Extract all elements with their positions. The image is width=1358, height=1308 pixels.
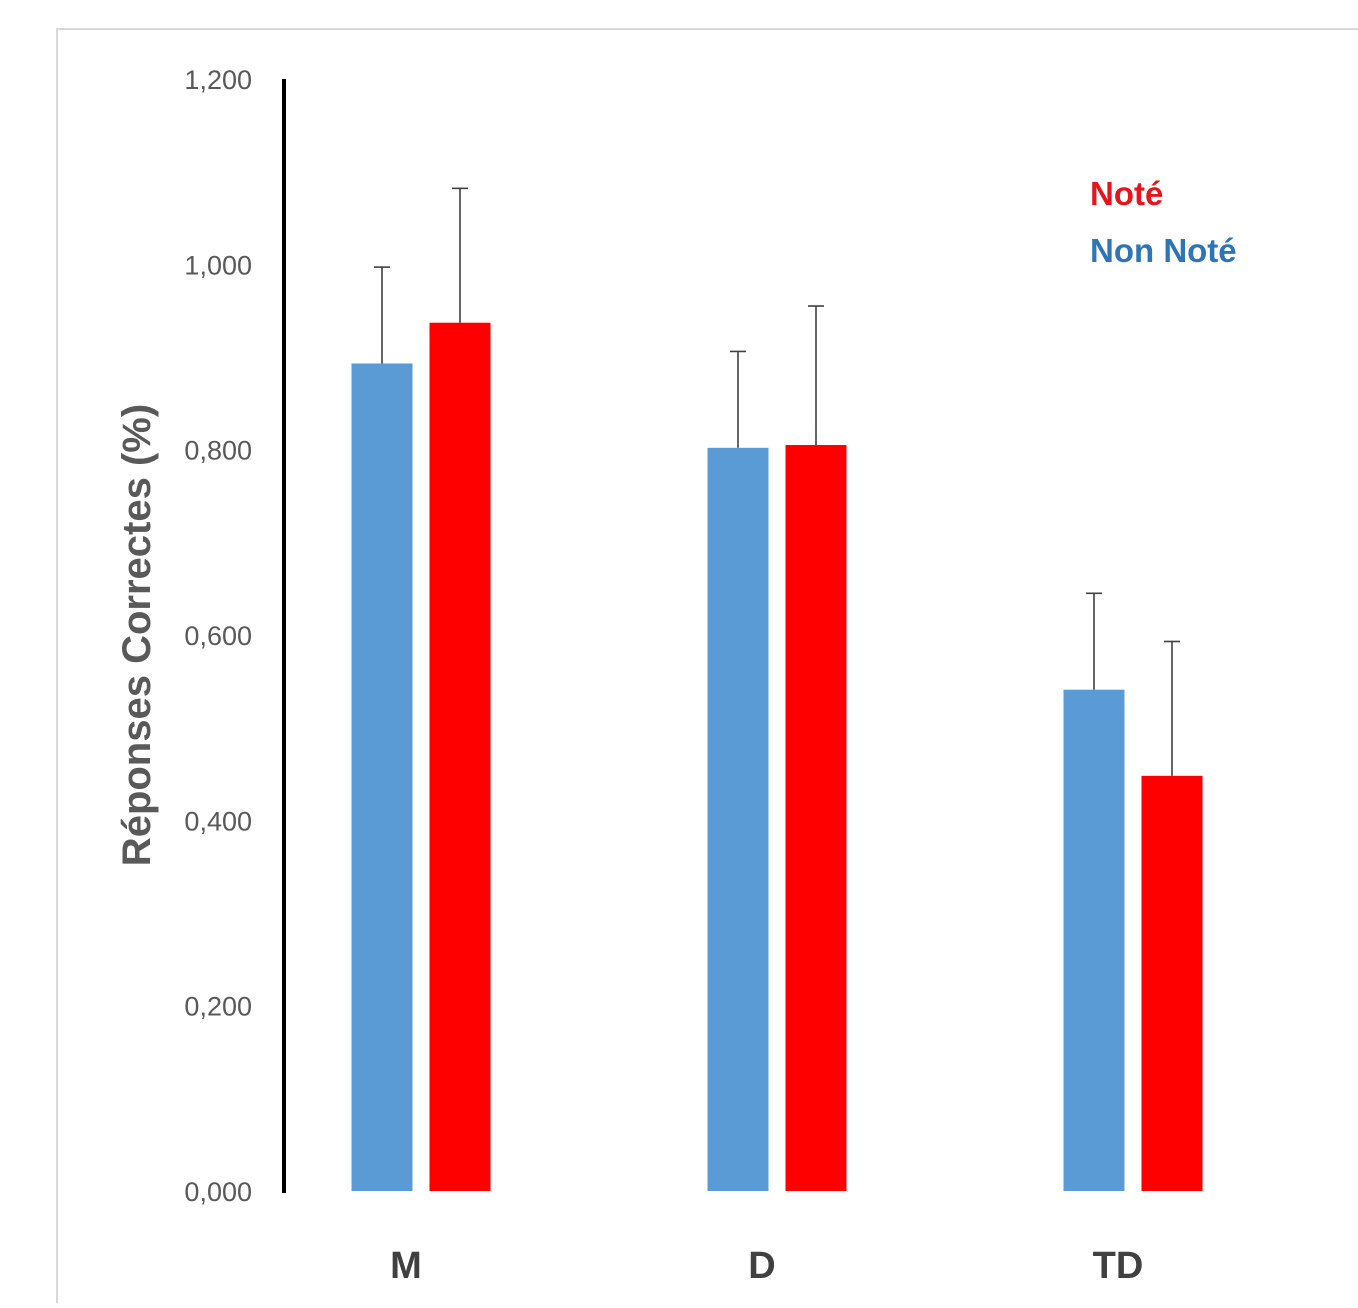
y-tick-label: 0,800 [184,436,252,466]
y-tick-label: 0,600 [184,621,252,651]
bar [1063,689,1125,1191]
error-bars [374,187,1180,776]
legend-entry: Non Noté [1090,232,1237,269]
y-axis-ticks: 0,000 0,200 0,400 0,600 0,800 1,000 1,200 [184,65,252,1207]
bar [707,447,769,1191]
x-category-label: TD [1093,1245,1144,1287]
legend: Noté Non Noté [1090,175,1237,269]
x-category-label: M [390,1245,422,1287]
bars [351,322,1203,1191]
y-axis-title: Réponses Correctes (%) [115,404,159,866]
x-axis-labels: M D TD [390,1245,1143,1287]
y-tick-label: 1,000 [184,250,252,280]
y-tick-label: 0,200 [184,992,252,1022]
y-tick-label: 0,000 [184,1177,252,1207]
bar [429,322,491,1191]
bar [785,445,847,1191]
y-tick-label: 0,400 [184,806,252,836]
bar [351,363,413,1191]
bar [1141,775,1203,1191]
legend-entry: Noté [1090,175,1163,212]
y-tick-label: 1,200 [184,65,252,95]
x-category-label: D [748,1245,775,1287]
